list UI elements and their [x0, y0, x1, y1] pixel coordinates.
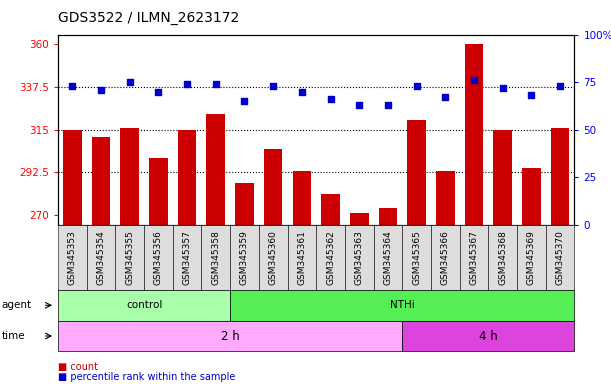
Bar — [316, 225, 345, 290]
Point — [383, 102, 393, 108]
Text: GSM345361: GSM345361 — [298, 230, 306, 285]
Text: GSM345359: GSM345359 — [240, 230, 249, 285]
Text: GSM345364: GSM345364 — [383, 230, 392, 285]
Bar — [264, 149, 282, 225]
Bar — [402, 321, 574, 351]
Point — [268, 83, 278, 89]
Point — [469, 77, 479, 83]
Bar — [436, 171, 455, 225]
Point — [125, 79, 134, 85]
Bar — [488, 225, 517, 290]
Text: GSM345357: GSM345357 — [183, 230, 192, 285]
Bar — [321, 194, 340, 225]
Text: GSM345355: GSM345355 — [125, 230, 134, 285]
Point — [297, 89, 307, 95]
Bar — [144, 225, 173, 290]
Point — [527, 92, 536, 98]
Point — [96, 87, 106, 93]
Text: ■ percentile rank within the sample: ■ percentile rank within the sample — [58, 372, 235, 382]
Text: GSM345369: GSM345369 — [527, 230, 536, 285]
Text: GSM345370: GSM345370 — [555, 230, 565, 285]
Bar — [345, 225, 373, 290]
Bar — [459, 225, 488, 290]
Text: GDS3522 / ILMN_2623172: GDS3522 / ILMN_2623172 — [58, 11, 240, 25]
Bar — [293, 171, 311, 225]
Text: control: control — [126, 300, 163, 310]
Text: 2 h: 2 h — [221, 329, 240, 343]
Point — [153, 89, 163, 95]
Point — [412, 83, 422, 89]
Text: time: time — [1, 331, 25, 341]
Text: GSM345363: GSM345363 — [355, 230, 364, 285]
Point — [211, 81, 221, 87]
Bar — [230, 290, 574, 321]
Bar — [259, 225, 288, 290]
Bar — [178, 130, 197, 225]
Bar — [408, 120, 426, 225]
Point — [240, 98, 249, 104]
Bar — [464, 44, 483, 225]
Point — [67, 83, 77, 89]
Bar — [58, 225, 87, 290]
Text: GSM345366: GSM345366 — [441, 230, 450, 285]
Bar — [551, 128, 569, 225]
Bar — [115, 225, 144, 290]
Text: agent: agent — [1, 300, 31, 310]
Bar — [431, 225, 459, 290]
Bar — [87, 225, 115, 290]
Bar — [493, 130, 512, 225]
Bar — [379, 207, 397, 225]
Bar — [207, 114, 225, 225]
Text: GSM345360: GSM345360 — [269, 230, 277, 285]
Text: GSM345354: GSM345354 — [97, 230, 106, 285]
Text: GSM345365: GSM345365 — [412, 230, 421, 285]
Bar — [230, 225, 259, 290]
Text: ■ count: ■ count — [58, 362, 98, 372]
Bar — [202, 225, 230, 290]
Text: 4 h: 4 h — [479, 329, 498, 343]
Bar — [546, 225, 574, 290]
Text: GSM345368: GSM345368 — [498, 230, 507, 285]
Point — [498, 85, 508, 91]
Point — [326, 96, 335, 102]
Bar — [522, 168, 541, 225]
Bar — [149, 158, 168, 225]
Point — [441, 94, 450, 100]
Text: GSM345358: GSM345358 — [211, 230, 221, 285]
Bar — [120, 128, 139, 225]
Text: GSM345353: GSM345353 — [68, 230, 77, 285]
Bar — [58, 321, 402, 351]
Bar — [63, 130, 82, 225]
Bar — [173, 225, 202, 290]
Bar — [517, 225, 546, 290]
Bar — [58, 290, 230, 321]
Point — [182, 81, 192, 87]
Text: NTHi: NTHi — [390, 300, 415, 310]
Text: GSM345362: GSM345362 — [326, 230, 335, 285]
Bar — [373, 225, 402, 290]
Point — [555, 83, 565, 89]
Bar — [92, 137, 111, 225]
Bar — [350, 213, 368, 225]
Bar — [235, 183, 254, 225]
Bar — [288, 225, 316, 290]
Point — [354, 102, 364, 108]
Bar — [402, 225, 431, 290]
Text: GSM345367: GSM345367 — [469, 230, 478, 285]
Text: GSM345356: GSM345356 — [154, 230, 163, 285]
